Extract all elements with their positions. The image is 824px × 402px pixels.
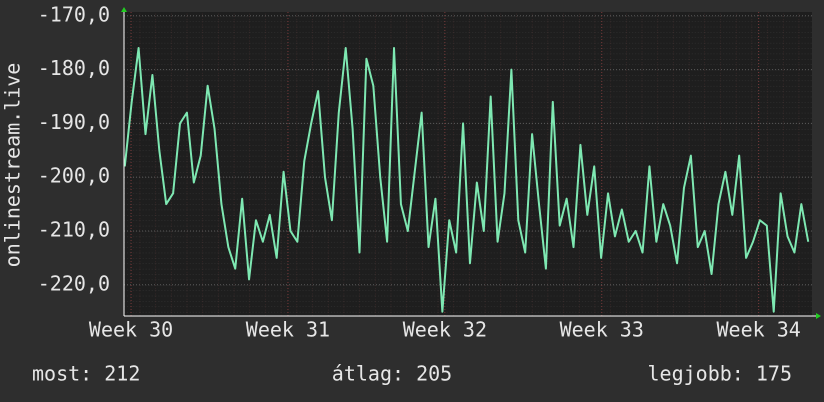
y-tick-label: -170,0 — [38, 2, 110, 26]
data-line — [123, 47, 810, 313]
stat-average: átlag: 205 — [332, 362, 452, 386]
y-tick-label: -180,0 — [38, 56, 110, 80]
y-axis-label: onlinestream.live — [1, 63, 25, 268]
plot — [123, 47, 810, 313]
y-tick-label: -210,0 — [38, 217, 110, 241]
x-tick-label: Week 32 — [403, 318, 487, 342]
stat-best: legjobb: 175 — [648, 362, 793, 386]
x-tick-label: Week 31 — [246, 318, 330, 342]
y-tick-label: -190,0 — [38, 110, 110, 134]
x-tick-label: Week 30 — [89, 318, 173, 342]
stat-current: most: 212 — [32, 362, 140, 386]
y-tick-label: -220,0 — [38, 271, 110, 295]
y-tick-label: -200,0 — [38, 164, 110, 188]
x-axis-arrow — [816, 313, 821, 319]
x-tick-label: Week 34 — [717, 318, 801, 342]
y-axis-arrow — [121, 7, 127, 12]
x-tick-label: Week 33 — [560, 318, 644, 342]
minor-grid — [124, 12, 812, 316]
